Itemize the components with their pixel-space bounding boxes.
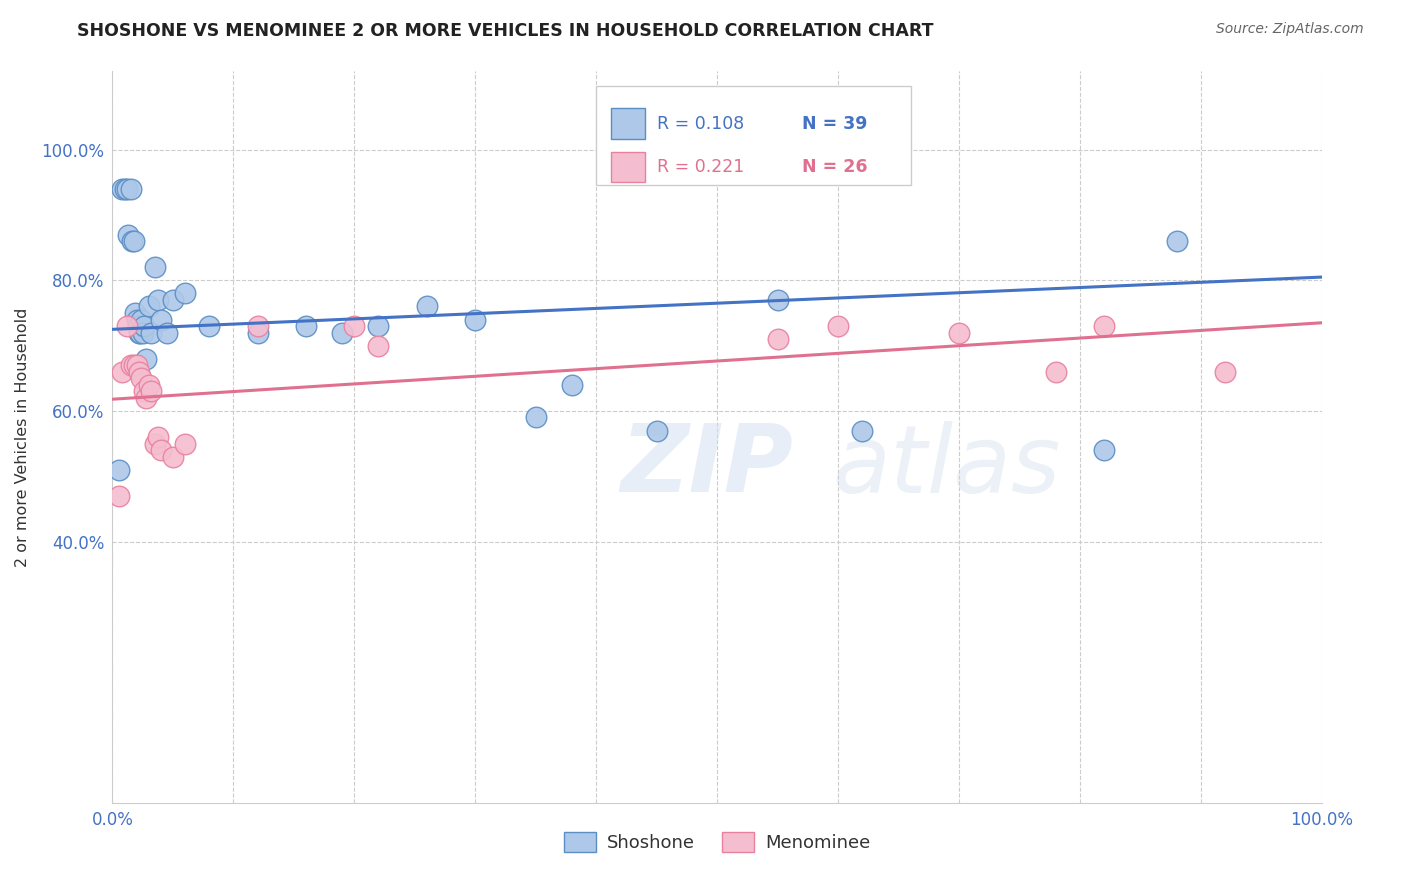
Point [131,312,153,326]
Y-axis label: 2 or more Vehicles in Household: 2 or more Vehicles in Household [15,308,30,566]
Point [121,234,143,248]
Point [330,326,353,340]
Text: ZIP: ZIP [620,420,793,512]
Point [1045,365,1067,379]
Point [141,326,163,340]
Point [416,300,439,314]
Point [107,489,129,503]
Point [162,293,184,307]
Point [1166,234,1188,248]
Point [124,306,146,320]
Point [367,319,389,334]
Point [129,326,152,340]
Point [107,463,129,477]
Legend: Shoshone, Menominee: Shoshone, Menominee [557,824,877,860]
Text: R = 0.221: R = 0.221 [657,158,744,176]
Point [149,443,172,458]
Point [162,450,184,464]
Point [246,319,269,334]
Point [156,326,179,340]
Text: atlas: atlas [832,421,1060,512]
Point [111,365,134,379]
Point [120,182,142,196]
Point [122,234,145,248]
Point [143,436,166,450]
Point [120,358,142,372]
Bar [610,108,644,139]
Point [148,293,170,307]
Point [198,319,221,334]
Point [295,319,318,334]
Point [645,424,668,438]
Point [1092,443,1115,458]
Point [135,351,157,366]
Point [464,312,486,326]
Point [143,260,166,275]
Point [561,377,583,392]
Point [132,384,155,399]
Point [117,227,139,242]
Point [343,319,366,334]
Point [524,410,547,425]
Point [125,312,148,326]
Point [766,293,789,307]
Point [149,312,172,326]
Point [138,377,160,392]
Point [367,339,389,353]
Point [135,391,157,405]
Point [114,182,136,196]
Point [132,319,155,334]
Text: N = 26: N = 26 [801,158,868,176]
Point [127,319,149,334]
Point [111,182,134,196]
Point [132,326,155,340]
Point [148,430,170,444]
Point [115,319,138,334]
Text: SHOSHONE VS MENOMINEE 2 OR MORE VEHICLES IN HOUSEHOLD CORRELATION CHART: SHOSHONE VS MENOMINEE 2 OR MORE VEHICLES… [77,22,934,40]
Point [128,365,150,379]
Text: Source: ZipAtlas.com: Source: ZipAtlas.com [1216,22,1364,37]
Point [125,358,148,372]
Point [174,286,197,301]
Point [131,371,153,385]
Point [948,326,970,340]
Point [138,300,160,314]
Point [246,326,269,340]
FancyBboxPatch shape [596,86,911,185]
Point [141,384,163,399]
Point [174,436,197,450]
Text: N = 39: N = 39 [801,114,868,133]
Point [1213,365,1236,379]
Text: R = 0.108: R = 0.108 [657,114,744,133]
Point [1092,319,1115,334]
Point [128,326,150,340]
Point [851,424,873,438]
Point [827,319,849,334]
Point [766,332,789,346]
Bar [610,152,644,182]
Point [115,182,138,196]
Point [122,358,145,372]
